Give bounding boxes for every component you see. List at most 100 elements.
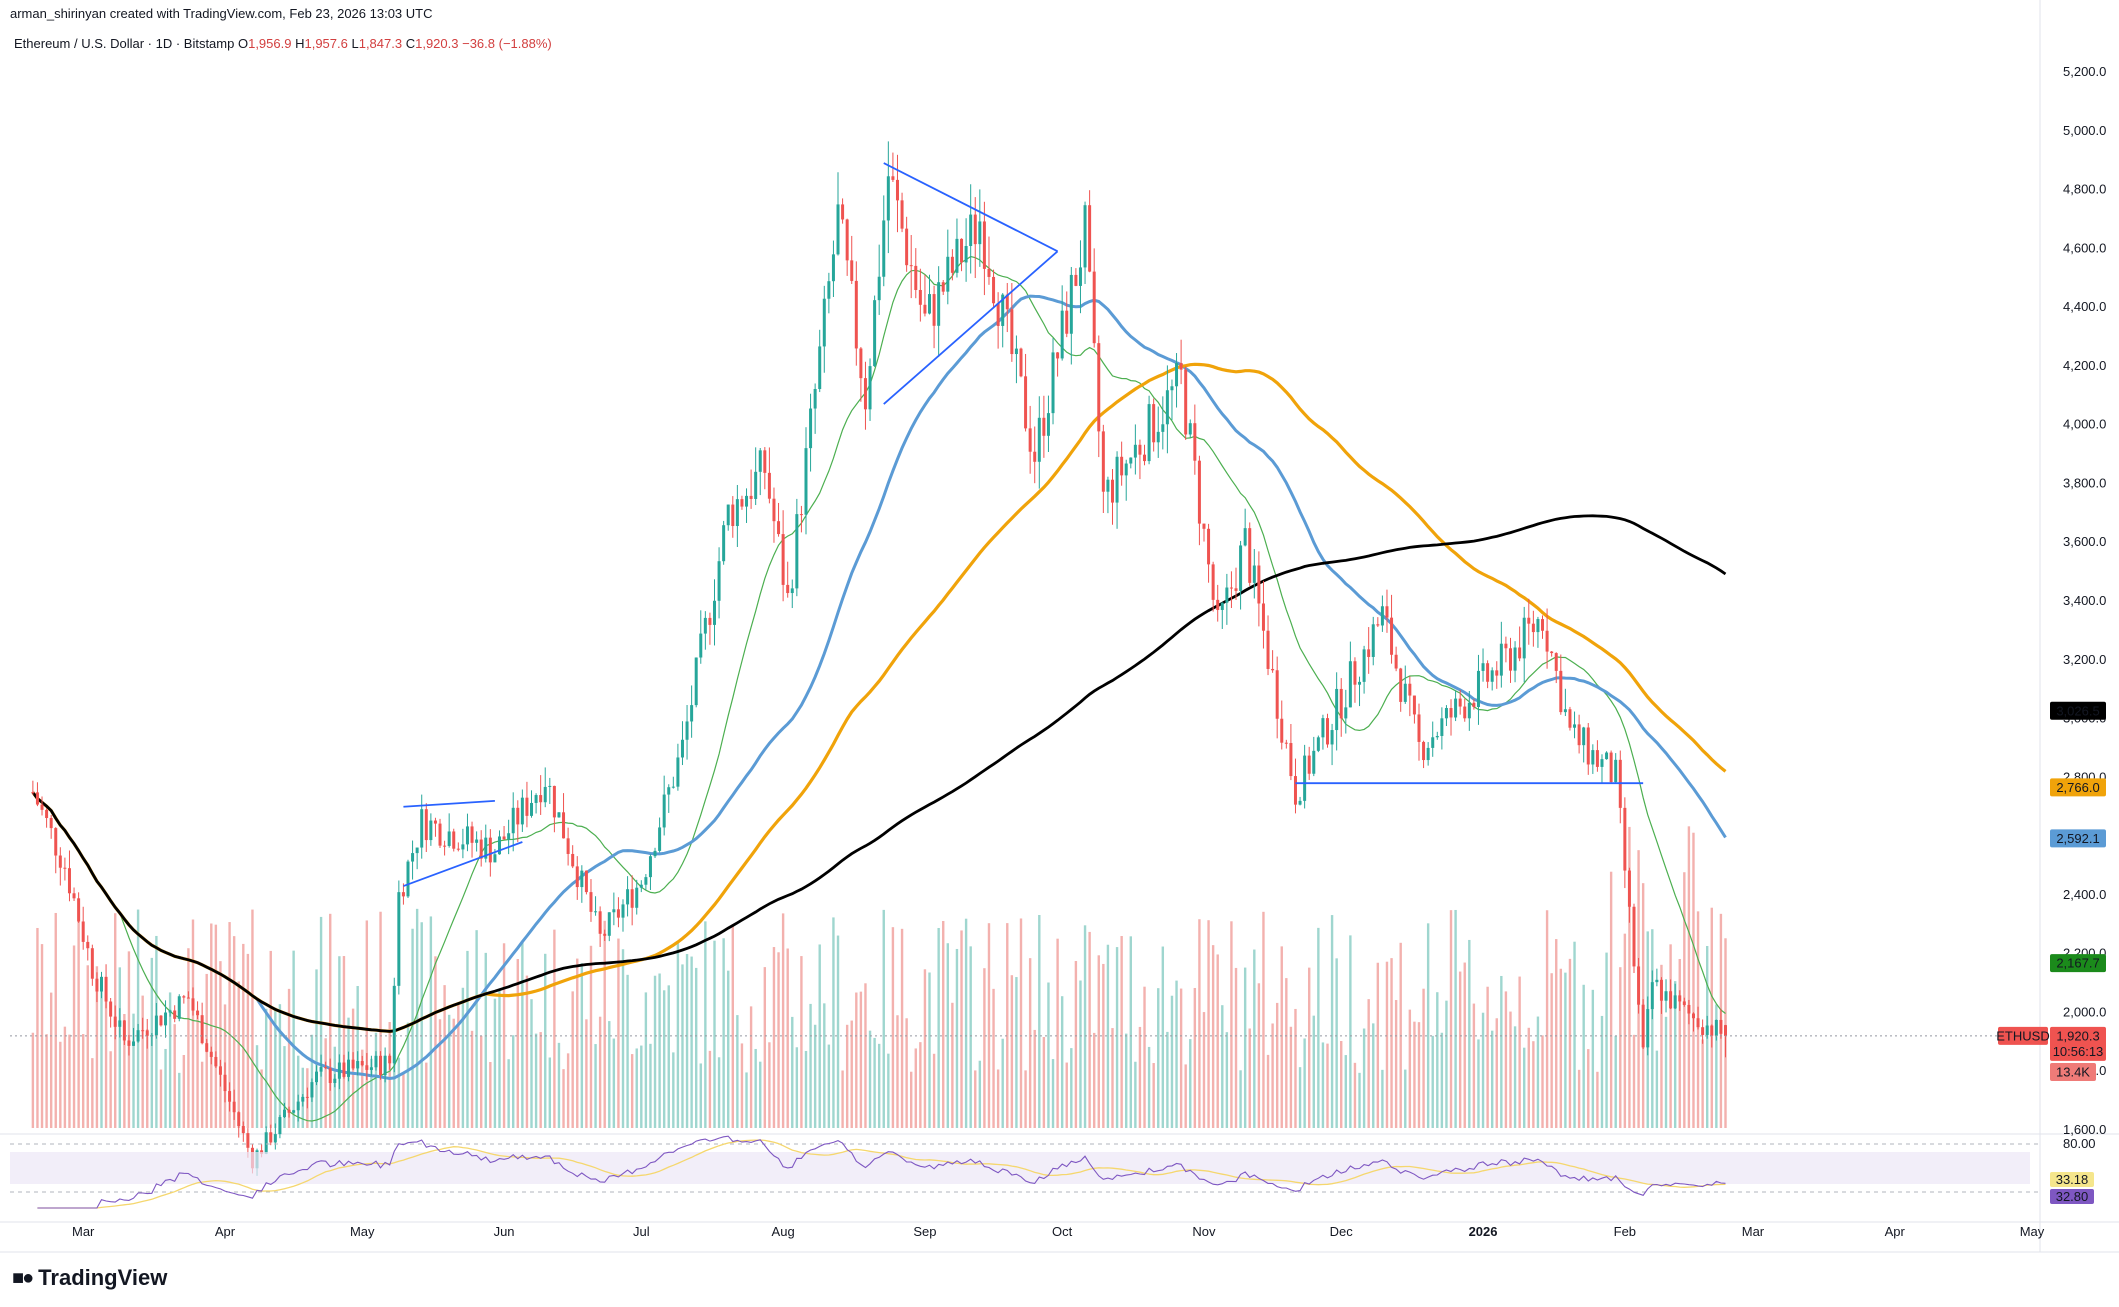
volume-bar — [1664, 1016, 1668, 1128]
volume-bar — [132, 1013, 135, 1128]
candle-body — [1078, 267, 1082, 286]
volume-bar — [781, 913, 785, 1128]
candle-body — [648, 856, 652, 878]
volume-bar — [1426, 923, 1430, 1128]
volume-bar — [1532, 1041, 1535, 1128]
candle-body — [1197, 460, 1201, 524]
volume-bar — [841, 1070, 844, 1128]
candle-body — [612, 909, 616, 913]
candle-body — [319, 1067, 323, 1072]
triangle-upper-line[interactable] — [883, 162, 1059, 253]
volume-bar — [1541, 1035, 1544, 1128]
volume-bar — [1536, 1016, 1540, 1128]
volume-bar — [1490, 1030, 1494, 1128]
open-label: O — [237, 36, 249, 51]
volume-bar — [662, 990, 666, 1128]
volume-bar — [1065, 1062, 1068, 1128]
y-tick-label: 3,400.0 — [2063, 593, 2106, 608]
candle-body — [1554, 653, 1558, 671]
candle-body — [1440, 718, 1444, 736]
candle-body — [388, 1055, 392, 1064]
volume-bar — [1353, 1062, 1357, 1128]
candle-body — [905, 228, 909, 266]
candle-body — [786, 584, 790, 594]
volume-bar — [1431, 1035, 1434, 1128]
candle-body — [1019, 348, 1023, 377]
volume-bar — [1376, 962, 1380, 1128]
candle-body — [1225, 587, 1229, 603]
volume-bar — [964, 918, 968, 1128]
candle-body — [1193, 423, 1197, 461]
candle-body — [630, 889, 634, 908]
candle-body — [1156, 431, 1160, 443]
candle-body — [452, 831, 456, 849]
candle-body — [379, 1055, 383, 1076]
volume-bar — [818, 944, 821, 1128]
candle-body — [886, 176, 890, 221]
volume-bar — [951, 1002, 954, 1128]
volume-bar — [1692, 832, 1695, 1128]
candle-body — [1239, 545, 1243, 591]
candle-body — [411, 853, 415, 862]
candle-body — [356, 1061, 360, 1069]
volume-bar — [278, 1004, 282, 1128]
candle-body — [132, 1041, 136, 1046]
volume-bar — [1060, 996, 1064, 1128]
sma200-tag-text: 3,026.5 — [2056, 703, 2099, 718]
volume-bar — [717, 1057, 721, 1128]
volume-bar — [1125, 1033, 1128, 1128]
candle-body — [109, 1001, 113, 1017]
candle-body — [122, 1020, 126, 1041]
candle-body — [342, 1062, 346, 1077]
volume-bar — [1344, 1055, 1348, 1128]
symbol-legend: Ethereum / U.S. Dollar · 1D · Bitstamp O… — [14, 36, 552, 51]
candle-body — [717, 561, 721, 601]
volume-bar — [1509, 1011, 1512, 1128]
volume-bar — [585, 1019, 588, 1128]
wedge-lower-line[interactable] — [403, 841, 523, 887]
volume-bar — [1367, 999, 1370, 1128]
candle-body — [676, 757, 680, 787]
candle-body — [566, 838, 570, 854]
candle-body — [543, 786, 547, 803]
candle-body — [1399, 668, 1403, 702]
candle-body — [941, 282, 945, 292]
candle-body — [461, 844, 465, 850]
rsi-line — [37, 1135, 1726, 1209]
volume-bar — [1472, 1003, 1476, 1128]
volume-bar — [562, 1069, 565, 1128]
volume-bar — [759, 1061, 762, 1128]
candle-body — [1175, 363, 1179, 387]
volume-bar — [329, 913, 332, 1128]
candle-body — [1673, 995, 1677, 1009]
candle-body — [712, 600, 716, 625]
candle-body — [1179, 363, 1183, 370]
candle-body — [1248, 528, 1252, 583]
wedge-upper-line[interactable] — [403, 799, 495, 808]
candle-body — [1495, 670, 1499, 676]
candle-body — [928, 294, 932, 314]
volume-bar — [910, 1071, 913, 1128]
volume-bar — [1573, 941, 1576, 1128]
volume-bar — [704, 921, 707, 1128]
candle-body — [1284, 742, 1288, 744]
candle-body — [493, 854, 497, 863]
volume-bar — [1632, 1034, 1636, 1128]
volume-bar — [516, 959, 519, 1128]
triangle-lower-line[interactable] — [883, 250, 1059, 405]
candle-body — [406, 861, 410, 897]
sma100-tag-text: 2,766.0 — [2056, 780, 2099, 795]
volume-bar — [809, 1003, 812, 1128]
candle-body — [1051, 352, 1055, 414]
volume-bar — [255, 1045, 259, 1128]
volume-bar — [1303, 1038, 1306, 1128]
volume-bar — [1184, 1064, 1187, 1128]
volume-bar — [1605, 952, 1608, 1128]
volume-bar — [745, 1072, 748, 1128]
candle-body — [1056, 352, 1060, 359]
volume-bar — [1033, 1029, 1036, 1128]
candle-body — [795, 514, 799, 589]
candle-body — [1394, 654, 1398, 669]
candle-body — [420, 809, 424, 848]
